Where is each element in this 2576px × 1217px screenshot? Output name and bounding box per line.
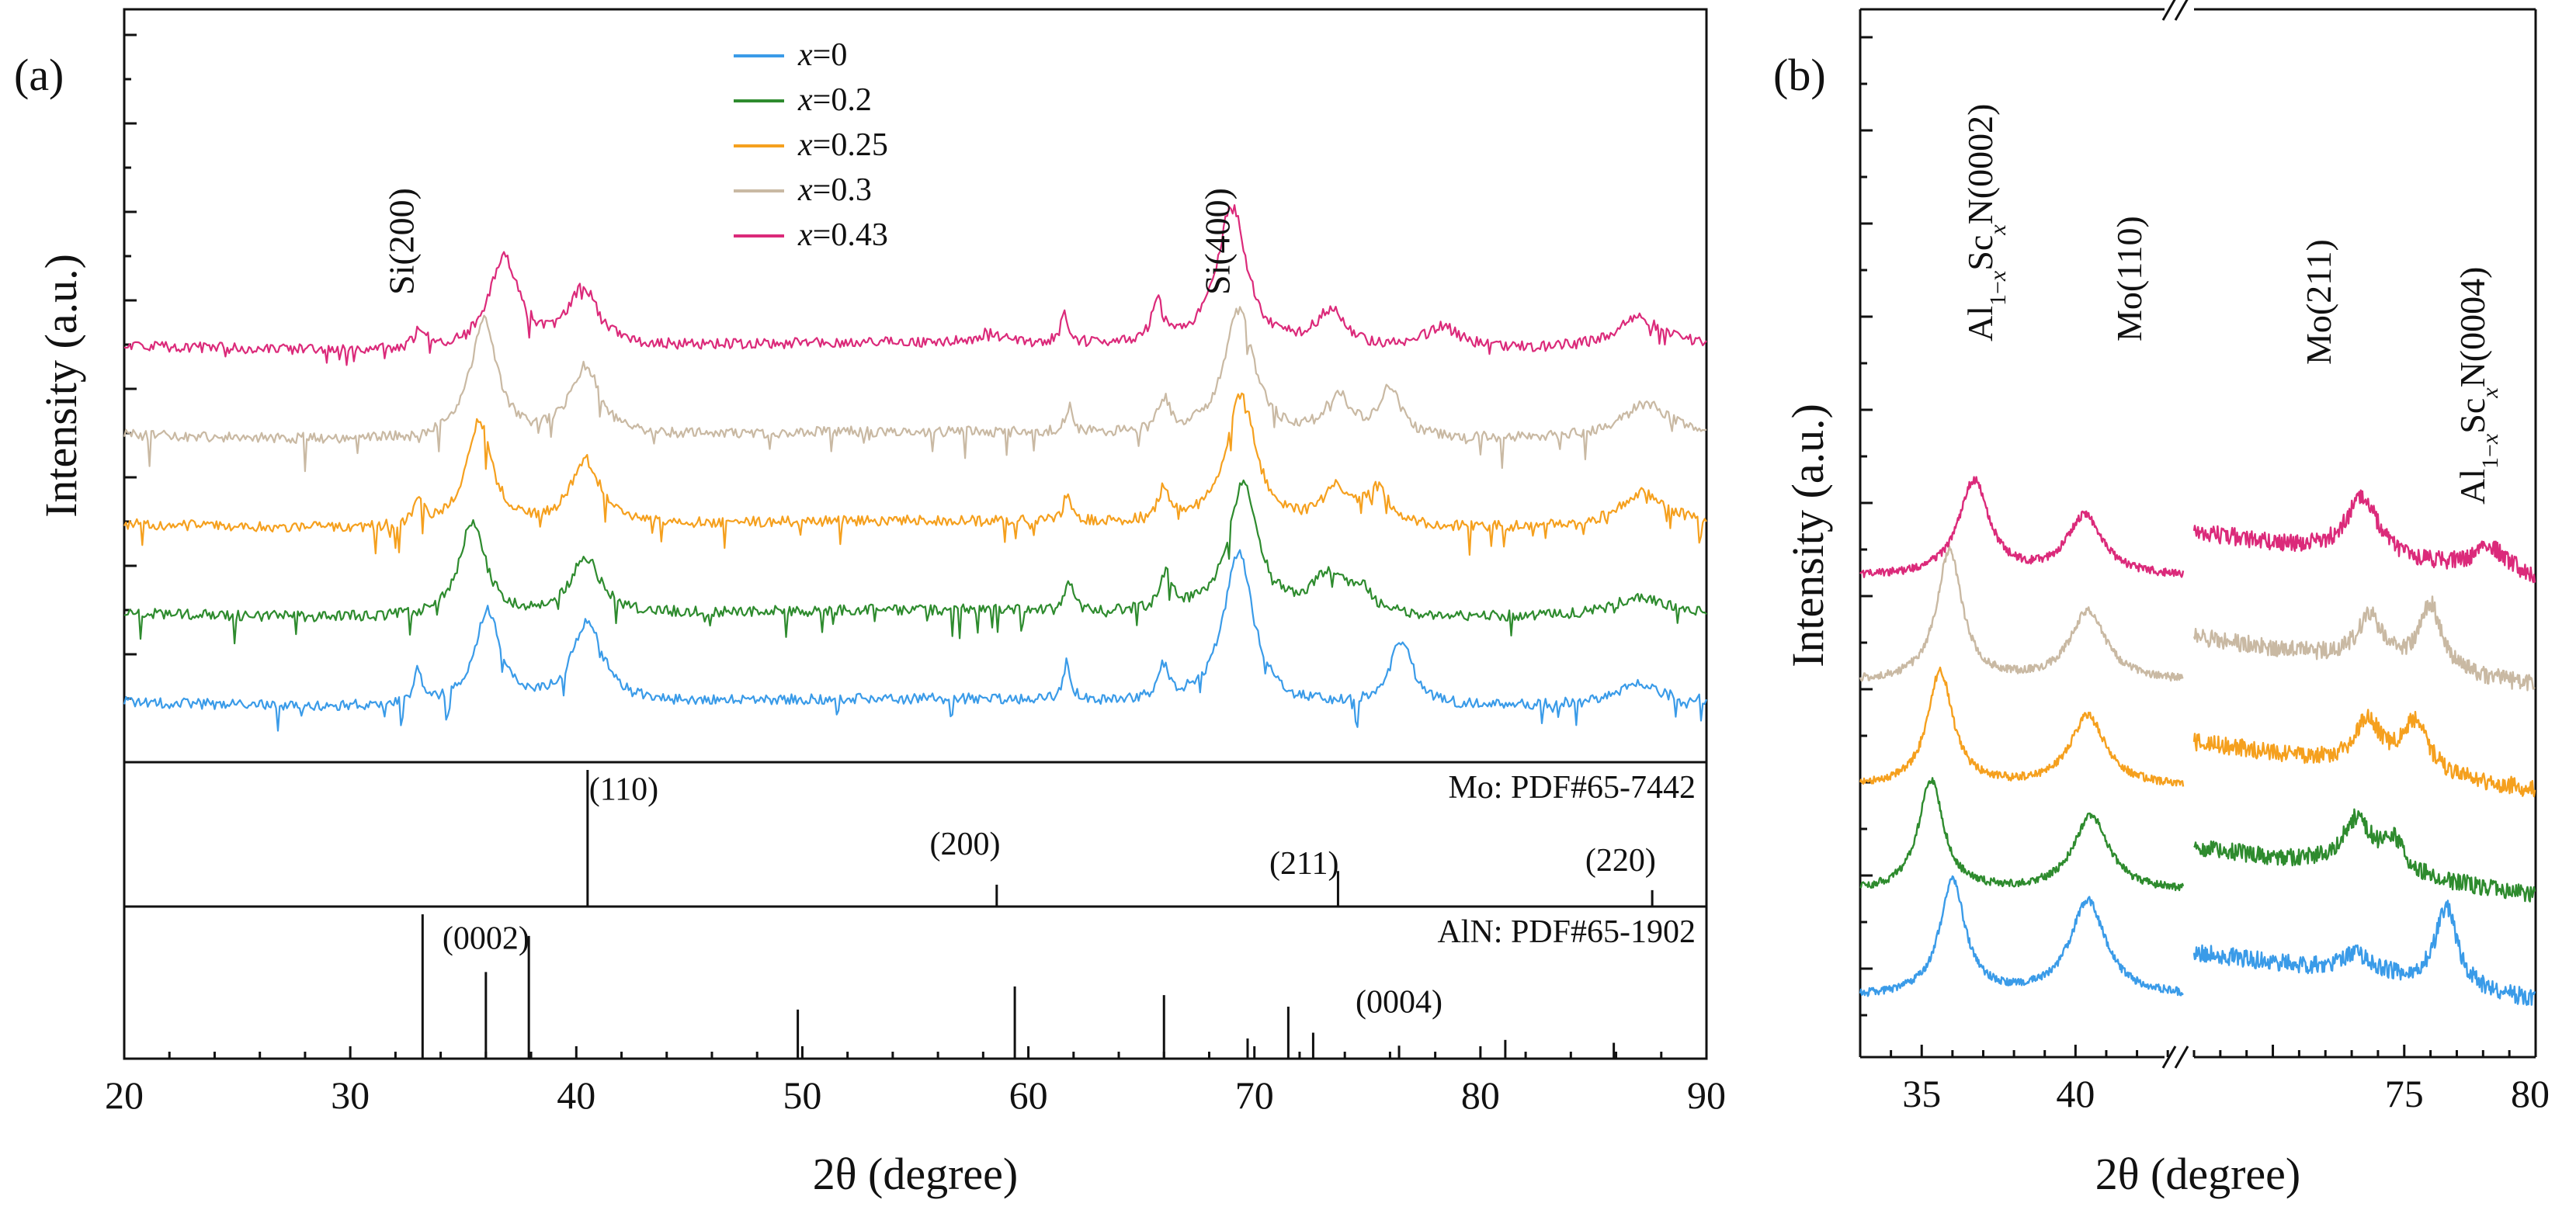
panel-b-y-axis-label: Intensity (a.u.) xyxy=(1783,404,1833,667)
panel-b-annotation-part: N(0004) xyxy=(2453,267,2492,388)
panel-b-x-tick-label: 75 xyxy=(2385,1072,2424,1115)
panel-b-series-line xyxy=(1859,875,2184,997)
panel-b-annotation-part: x xyxy=(1985,270,2011,282)
panel-b-annotation-part: x xyxy=(2477,433,2503,445)
panel-b-axis-break xyxy=(2161,1045,2177,1069)
panel-a-x-tick-label: 50 xyxy=(783,1073,821,1117)
panel-b-annotation-part: Al xyxy=(1960,306,2000,342)
panel-b-annotation-part: 1− xyxy=(1985,281,2011,306)
panel-b-annotation-part: x xyxy=(2477,387,2503,399)
panel-b-label: (b) xyxy=(1773,50,1826,100)
data-series xyxy=(123,54,2536,1006)
panel-b-axis-break xyxy=(2161,0,2176,21)
panel-a-x-tick-label: 30 xyxy=(331,1073,370,1117)
panel-b-series-line xyxy=(2193,808,2536,903)
panel-b-axis-break xyxy=(2174,1045,2189,1069)
legend-label-var: x xyxy=(797,217,813,253)
panel-b-series-line xyxy=(1859,666,2185,787)
mo-reference-title: Mo: PDF#65-7442 xyxy=(1448,770,1696,806)
legend-label-var: x xyxy=(797,127,813,163)
panel-b-annotation-part: 1− xyxy=(2477,444,2503,469)
panel-a-peak-annotation: Si(200) xyxy=(381,188,421,295)
legend-label-value: =0.43 xyxy=(813,217,888,253)
panel-b-series-line xyxy=(2192,595,2536,692)
panel-a-peak-annotation: Si(400) xyxy=(1198,188,1238,295)
panel-a-x-tick-label: 40 xyxy=(557,1073,595,1117)
panel-a-label: (a) xyxy=(14,50,64,100)
panel-b-annotation-part: x xyxy=(1985,224,2011,236)
legend-label-value: =0.25 xyxy=(813,127,888,163)
aln-reference-title: AlN: PDF#65-1902 xyxy=(1437,914,1696,950)
panel-a-series-line xyxy=(123,549,1708,732)
legend-label: x=0.3 xyxy=(797,172,872,208)
legend-label: x=0.43 xyxy=(797,217,888,253)
panel-a-y-axis-label: Intensity (a.u.) xyxy=(36,254,86,518)
panel-a-x-tick-label: 90 xyxy=(1687,1073,1726,1117)
panel-b-x-tick-label: 40 xyxy=(2056,1072,2095,1115)
panel-b-series-line xyxy=(2192,489,2536,584)
panel-a-x-tick-label: 70 xyxy=(1235,1073,1274,1117)
panel-b-annotation-part: Sc xyxy=(2453,398,2492,434)
legend-label-value: =0.2 xyxy=(813,82,872,118)
panel-b-annotation-part: Sc xyxy=(1960,235,2000,271)
panel-b-series-line xyxy=(1859,545,2184,682)
panel-b-x-axis-label: 2θ (degree) xyxy=(2095,1149,2300,1199)
panel-b-series-line xyxy=(2192,900,2536,1006)
legend-label: x=0 xyxy=(797,37,847,73)
panel-a-series-line xyxy=(123,392,1707,556)
legend-label-value: =0 xyxy=(813,37,848,73)
legend-label: x=0.2 xyxy=(797,82,872,118)
mo-reference-stick-label: (110) xyxy=(589,772,658,808)
panel-a-series-line xyxy=(123,306,1707,473)
chart-text: 20 30 40 50 60 70 80 90 (110) (200) (211) (220) Mo: … xyxy=(14,37,2550,1199)
legend-label: x=0.25 xyxy=(797,127,888,163)
legend-label-var: x xyxy=(797,37,813,73)
legend-label-var: x xyxy=(797,172,813,208)
panel-a-series-line xyxy=(123,204,1707,366)
aln-reference-stick-label: (0002) xyxy=(443,921,529,957)
panel-b-axis-break xyxy=(2174,0,2189,21)
axes-frames xyxy=(123,0,2537,1069)
panel-a-x-tick-label: 20 xyxy=(105,1073,144,1117)
panel-b-x-tick-label: 80 xyxy=(2511,1072,2550,1115)
legend-label-var: x xyxy=(797,82,813,118)
panel-b-annotation-part: N(0002) xyxy=(1960,104,2000,225)
panel-b-peak-annotation: Mo(110) xyxy=(2109,216,2149,342)
panel-b-peak-annotation: Mo(211) xyxy=(2299,239,2338,365)
panel-b-peak-annotation: Al1−xScxN(0002) xyxy=(1960,104,2011,342)
panel-b-series-line xyxy=(1859,777,2185,892)
panel-b-series-line xyxy=(1859,476,2185,578)
aln-reference-stick-label: (0004) xyxy=(1356,984,1442,1020)
legend-label-value: =0.3 xyxy=(813,172,872,208)
mo-reference-stick-label: (211) xyxy=(1269,846,1338,882)
panel-b-peak-annotation: Al1−xScxN(0004) xyxy=(2453,267,2503,504)
mo-reference-stick-label: (220) xyxy=(1585,843,1656,879)
panel-a-frame xyxy=(123,8,1708,1060)
panel-a-x-tick-label: 80 xyxy=(1461,1073,1500,1117)
panel-a-x-tick-label: 60 xyxy=(1009,1073,1048,1117)
panel-a-series-line xyxy=(123,479,1707,645)
panel-b-series-line xyxy=(2192,709,2536,798)
axis-ticks xyxy=(123,33,2537,1059)
panel-b-annotation-part: Al xyxy=(2453,469,2492,504)
mo-reference-stick-label: (200) xyxy=(930,827,1001,862)
panel-a-x-axis-label: 2θ (degree) xyxy=(813,1149,1018,1199)
panel-b-x-tick-label: 35 xyxy=(1902,1072,1941,1115)
reference-sticks xyxy=(421,770,1654,1059)
